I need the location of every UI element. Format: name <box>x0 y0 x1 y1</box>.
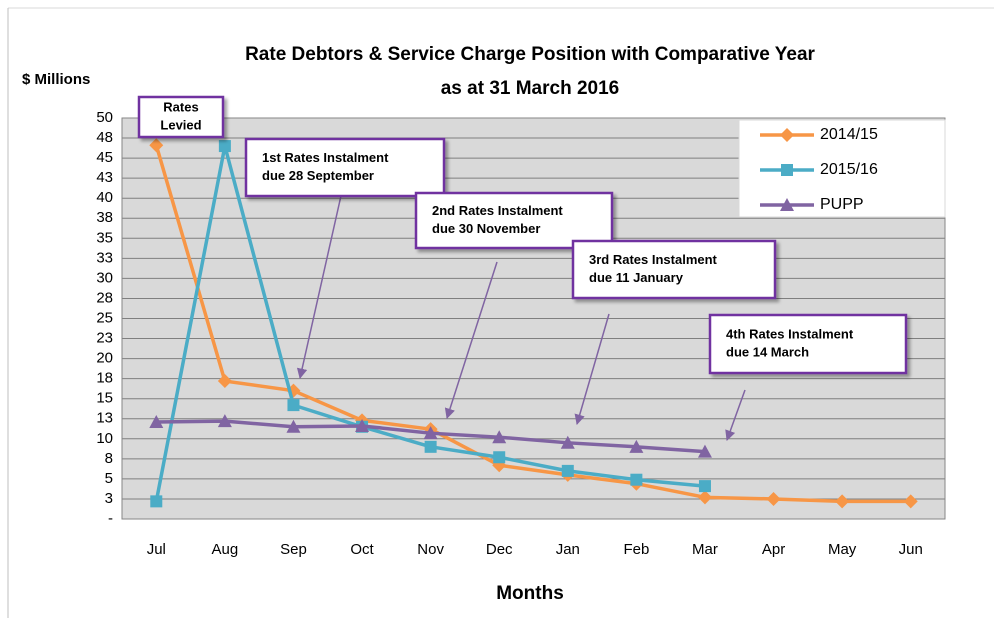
marker <box>766 491 781 506</box>
plot-border <box>121 117 946 520</box>
y-tick-label: 30 <box>96 269 113 286</box>
annotation-text: due 28 September <box>262 168 374 183</box>
marker <box>835 494 850 509</box>
marker <box>697 444 712 458</box>
x-tick-label: Jan <box>556 541 580 558</box>
legend-label: 2015/16 <box>820 161 878 178</box>
y-tick-label: 28 <box>96 289 113 306</box>
legend-marker <box>781 164 793 176</box>
annotation-text: due 11 January <box>589 270 684 285</box>
x-tick-label: Feb <box>623 541 649 558</box>
y-tick-label: 25 <box>96 309 113 326</box>
series-line <box>154 144 911 504</box>
y-tick-label: 50 <box>96 109 113 126</box>
y-tick-label: 5 <box>105 470 113 487</box>
annotation-text: due 14 March <box>726 344 809 359</box>
x-tick-label: Nov <box>417 541 444 558</box>
y-tick-label: 3 <box>105 490 113 507</box>
annotation-text: Rates <box>163 99 198 114</box>
legend-marker <box>780 198 794 211</box>
marker <box>629 439 644 453</box>
marker <box>150 495 163 508</box>
annotation-text: 3rd Rates Instalment <box>589 252 718 267</box>
marker <box>423 426 438 440</box>
annotation-text: Levied <box>160 117 201 132</box>
marker <box>698 480 711 493</box>
marker <box>218 140 231 153</box>
marker <box>355 418 370 432</box>
x-tick-label: Mar <box>692 541 718 558</box>
y-tick-label: 10 <box>96 430 113 447</box>
x-tick-label: Oct <box>350 541 374 558</box>
annotation-text: due 30 November <box>432 221 540 236</box>
annotation-text: 2nd Rates Instalment <box>432 203 563 218</box>
annotation-arrow <box>296 177 346 380</box>
annotation-text: 4th Rates Instalment <box>726 326 854 341</box>
y-tick-label: 45 <box>96 149 113 166</box>
y-tick-label: 38 <box>96 209 113 226</box>
marker <box>630 473 643 486</box>
x-tick-label: Apr <box>762 541 785 558</box>
marker <box>149 138 164 153</box>
y-tick-label: 40 <box>96 189 113 206</box>
legend-label: PUPP <box>820 196 864 213</box>
marker <box>492 430 507 444</box>
annotation-arrow <box>725 389 746 441</box>
y-tick-label: 8 <box>105 450 113 467</box>
chart-title: Rate Debtors & Service Charge Position w… <box>245 44 815 65</box>
x-tick-label: Sep <box>280 541 307 558</box>
marker <box>493 451 506 464</box>
annotation-box <box>571 239 777 300</box>
marker <box>287 399 300 412</box>
marker <box>697 490 712 505</box>
marker <box>560 435 575 449</box>
y-axis-label: $ Millions <box>22 71 90 88</box>
y-tick-label: - <box>108 510 113 527</box>
legend-label: 2014/15 <box>820 126 878 143</box>
annotation-box <box>137 95 225 139</box>
marker <box>561 464 574 477</box>
annotation-box <box>414 191 614 250</box>
y-tick-label: 33 <box>96 249 113 266</box>
y-tick-label: 15 <box>96 390 113 407</box>
annotation-text: 1st Rates Instalment <box>262 150 389 165</box>
marker <box>286 419 301 433</box>
y-tick-label: 18 <box>96 370 113 387</box>
x-axis-label: Months <box>496 583 564 604</box>
legend-marker <box>780 128 794 142</box>
chart-title: as at 31 March 2016 <box>441 78 620 99</box>
marker <box>217 414 232 428</box>
y-tick-label: 43 <box>96 169 113 186</box>
marker <box>903 494 918 509</box>
x-tick-label: Aug <box>212 541 239 558</box>
y-tick-label: 13 <box>96 410 113 427</box>
annotation-arrow <box>574 313 610 426</box>
y-tick-label: 35 <box>96 229 113 246</box>
annotation-arrow <box>444 261 498 419</box>
y-tick-label: 23 <box>96 330 113 347</box>
x-tick-label: Jul <box>147 541 166 558</box>
marker <box>149 414 164 428</box>
x-tick-label: Jun <box>899 541 923 558</box>
marker <box>424 440 437 453</box>
y-tick-label: 48 <box>96 129 113 146</box>
x-tick-label: Dec <box>486 541 513 558</box>
x-tick-label: May <box>828 541 857 558</box>
marker <box>217 374 232 389</box>
y-tick-label: 20 <box>96 350 113 367</box>
annotation-box <box>708 313 908 375</box>
annotation-box <box>244 137 446 198</box>
